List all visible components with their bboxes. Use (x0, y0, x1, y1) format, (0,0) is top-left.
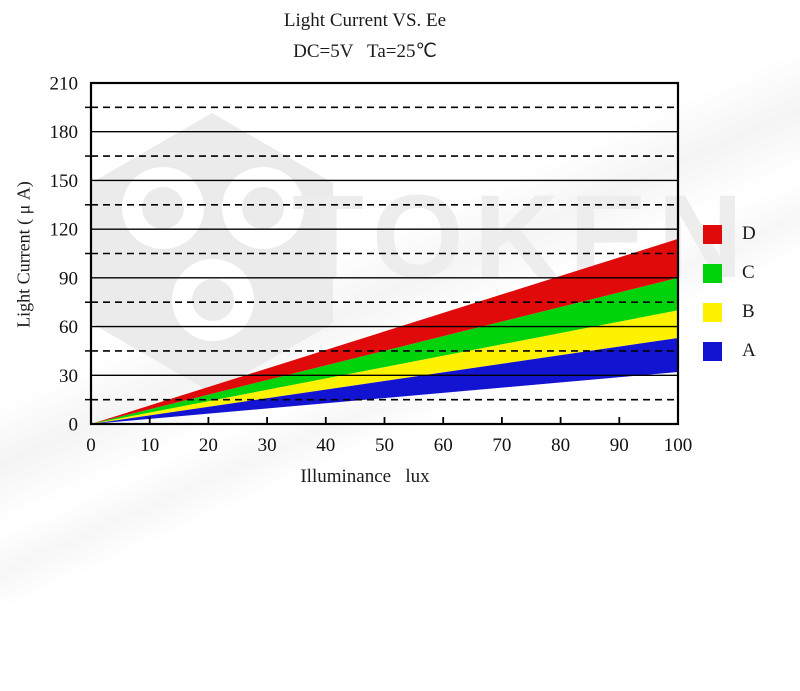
legend-label-D: D (742, 223, 756, 244)
watermark-circle-inner (142, 187, 184, 229)
watermark-circle-inner (192, 279, 234, 321)
legend-label-B: B (742, 301, 755, 322)
x-tick-label-10: 10 (140, 435, 159, 456)
y-tick-label-60: 60 (59, 317, 78, 338)
y-tick-label-90: 90 (59, 268, 78, 289)
legend-item-D: D (703, 223, 756, 245)
plot-border (89, 81, 680, 426)
x-tick-label-20: 20 (199, 435, 218, 456)
x-axis-title: Illuminance lux (300, 466, 430, 487)
x-tick-label-0: 0 (86, 435, 96, 456)
x-tick-label-90: 90 (610, 435, 629, 456)
legend-label-C: C (742, 262, 755, 283)
y-tick-label-0: 0 (69, 415, 79, 436)
chart-subtitle: DC=5V Ta=25℃ (293, 41, 437, 62)
legend-swatch-A (703, 341, 722, 361)
y-tick-label-30: 30 (59, 366, 78, 387)
band-B (91, 310, 678, 424)
band-A (91, 337, 678, 424)
y-tick-label-120: 120 (50, 220, 79, 241)
watermark-circle-inner (242, 187, 284, 229)
legend-swatch-B (703, 302, 722, 322)
band-D (91, 238, 678, 424)
y-tick-label-180: 180 (50, 122, 79, 143)
legend-swatch-D (703, 224, 722, 244)
chart-title: Light Current VS. Ee (283, 10, 447, 31)
y-tick-label-150: 150 (50, 171, 79, 192)
x-tick-label-80: 80 (551, 435, 570, 456)
x-tick-label-30: 30 (258, 435, 277, 456)
legend-item-C: C (703, 262, 755, 284)
x-tick-label-100: 100 (664, 435, 693, 456)
x-tick-label-40: 40 (316, 435, 335, 456)
x-tick-label-70: 70 (492, 435, 511, 456)
chart-plot-area: 0 10 20 30 40 50 60 70 80 90 100 0 30 60 90 120 150 180 21… (50, 74, 693, 457)
x-tick-label-60: 60 (434, 435, 453, 456)
y-axis-title: Light Current ( μ A) (13, 181, 34, 328)
x-tick-label-50: 50 (375, 435, 394, 456)
legend-label-A: A (742, 340, 756, 361)
legend-swatch-C (703, 263, 722, 283)
legend-item-B: B (703, 301, 755, 323)
y-tick-label-210: 210 (50, 74, 79, 95)
legend-item-A: A (703, 340, 756, 362)
